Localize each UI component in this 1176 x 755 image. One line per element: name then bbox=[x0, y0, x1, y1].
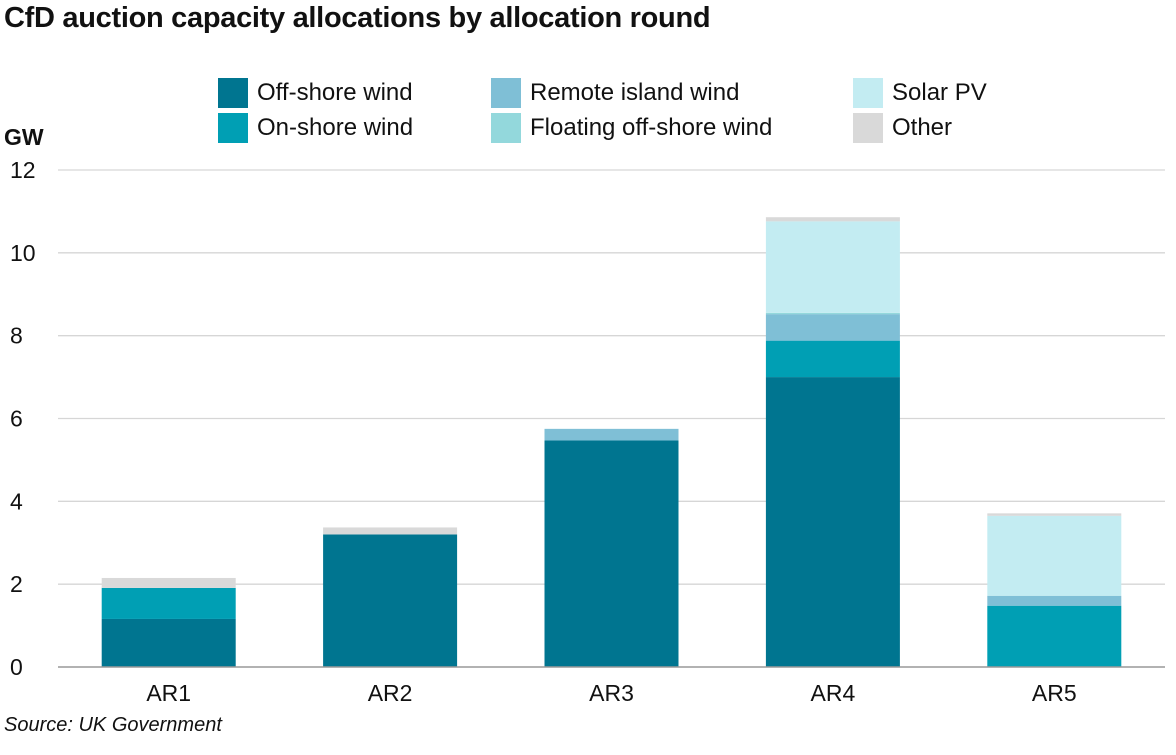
legend-label: On-shore wind bbox=[257, 114, 414, 141]
bar-segment-ar1-off-shore-wind bbox=[101, 618, 236, 667]
bar-segment-ar4-off-shore-wind bbox=[765, 377, 900, 667]
x-tick-label: AR3 bbox=[589, 680, 634, 706]
y-tick-label: 8 bbox=[10, 323, 23, 349]
bar-segment-ar5-remote-island-wind bbox=[987, 595, 1122, 606]
legend-label: Solar PV bbox=[892, 79, 987, 106]
source-note: Source: UK Government bbox=[4, 714, 222, 736]
axes: 0 2 4 6 8 10 12 AR1 AR2 AR3 AR4 AR5 bbox=[10, 157, 1165, 706]
bar-segment-ar4-solar-pv bbox=[765, 221, 900, 313]
y-tick-label: 2 bbox=[10, 571, 23, 597]
y-tick-label: 12 bbox=[10, 157, 36, 183]
legend-item-solar-pv: Solar PV bbox=[853, 78, 987, 108]
y-tick-label: 10 bbox=[10, 240, 36, 266]
bar-segment-ar2-other bbox=[323, 527, 458, 535]
legend-swatch bbox=[853, 78, 883, 108]
bar-segment-ar4-other bbox=[765, 217, 900, 222]
legend-item-floating-offshore-wind: Floating off-shore wind bbox=[491, 113, 772, 143]
bar-segment-ar5-other bbox=[987, 513, 1122, 516]
x-tick-label: AR5 bbox=[1032, 680, 1077, 706]
legend-swatch bbox=[491, 113, 521, 143]
chart-title: CfD auction capacity allocations by allo… bbox=[4, 2, 711, 34]
legend-swatch bbox=[218, 78, 248, 108]
legend-label: Floating off-shore wind bbox=[530, 114, 773, 141]
y-axis-unit-label: GW bbox=[4, 124, 44, 150]
bar-segment-ar5-solar-pv bbox=[987, 515, 1122, 596]
bar-segment-ar3-remote-island-wind bbox=[544, 428, 679, 441]
legend-swatch bbox=[491, 78, 521, 108]
legend-item-remote-island-wind: Remote island wind bbox=[491, 78, 739, 108]
bar-segment-ar1-on-shore-wind bbox=[101, 587, 236, 619]
bars bbox=[101, 217, 1122, 667]
legend-item-offshore-wind: Off-shore wind bbox=[218, 78, 413, 108]
legend-label: Remote island wind bbox=[530, 79, 740, 106]
y-tick-label: 6 bbox=[10, 406, 23, 432]
legend-item-other: Other bbox=[853, 113, 952, 143]
y-tick-label: 4 bbox=[10, 488, 23, 514]
legend-swatch bbox=[853, 113, 883, 143]
legend-label: Other bbox=[892, 114, 953, 141]
bar-segment-ar5-on-shore-wind bbox=[987, 605, 1122, 667]
x-tick-label: AR2 bbox=[368, 680, 413, 706]
x-tick-label: AR4 bbox=[811, 680, 856, 706]
y-tick-label: 0 bbox=[10, 654, 23, 680]
legend-label: Off-shore wind bbox=[257, 79, 413, 106]
bar-segment-ar4-remote-island-wind bbox=[765, 314, 900, 341]
bar-segment-ar4-floating-off-shore-wind bbox=[765, 312, 900, 315]
legend-item-onshore-wind: On-shore wind bbox=[218, 113, 413, 143]
bar-segment-ar2-off-shore-wind bbox=[323, 534, 458, 667]
bar-segment-ar4-on-shore-wind bbox=[765, 340, 900, 378]
legend-swatch bbox=[218, 113, 248, 143]
bar-segment-ar1-other bbox=[101, 577, 236, 588]
x-tick-label: AR1 bbox=[146, 680, 191, 706]
gridlines bbox=[58, 169, 1165, 585]
bar-segment-ar3-off-shore-wind bbox=[544, 440, 679, 667]
